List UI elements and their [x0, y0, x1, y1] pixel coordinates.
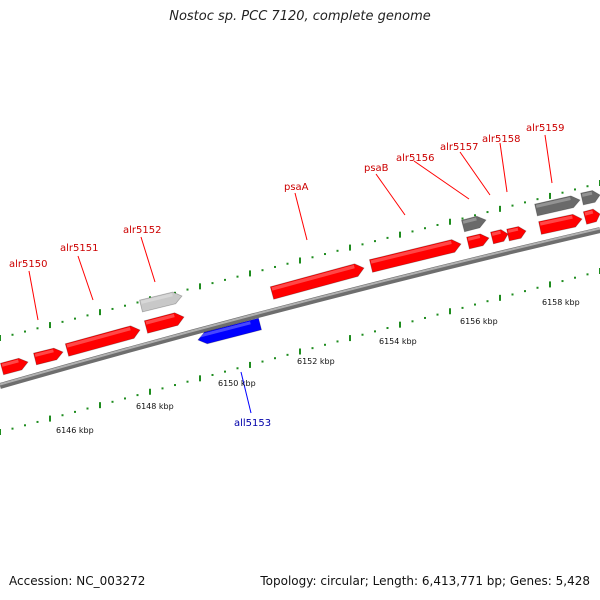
gene-alr5151-shine: [34, 349, 54, 357]
leader-line: [294, 192, 308, 241]
gene-alr5152b: [143, 312, 185, 334]
gene-alr5152-shine: [66, 327, 131, 348]
gene-alr5152b-shine: [145, 313, 175, 325]
leader-line: [499, 142, 508, 193]
feature-gray-dark-1: [460, 215, 487, 233]
gene-alr5157-body: [490, 229, 509, 245]
gene-psaA-body: [269, 263, 365, 300]
label-leader-lines: [28, 134, 553, 414]
gene-psaB: [368, 239, 462, 273]
gene-psaA: [269, 263, 365, 300]
feature-gray-dark-3: [580, 190, 600, 206]
genome-stats-text: Topology: circular; Length: 6,413,771 bp…: [260, 574, 590, 588]
feature-gray-dark-3-body: [580, 190, 600, 206]
scale-label: 6150 kbp: [218, 379, 256, 388]
genome-backbone: [0, 227, 600, 389]
gene-label: alr5150: [9, 259, 47, 270]
feature-gray-light-body: [139, 291, 183, 313]
scale-label: 6148 kbp: [136, 402, 174, 411]
gene-label: psaB: [364, 163, 389, 174]
gene-features: [0, 190, 600, 376]
gene-psaB-body: [368, 239, 462, 273]
scale-labels: 6146 kbp 6148 kbp 6150 kbp 6152 kbp 6154 kbp…: [56, 298, 580, 435]
gene-edge: [582, 208, 600, 225]
leader-line: [544, 134, 553, 184]
feature-gray-light: [139, 291, 183, 313]
gene-label: alr5159: [526, 123, 564, 134]
gene-label: alr5156: [396, 153, 434, 164]
feature-gray-dark-2: [534, 195, 581, 217]
gene-alr5156-shine: [467, 235, 481, 241]
gene-alr5152: [64, 325, 141, 357]
gene-alr5150-shine: [1, 359, 19, 367]
leader-line: [413, 160, 470, 200]
gene-alr5156: [466, 233, 490, 250]
gene-label: psaA: [284, 182, 309, 193]
scale-label: 6156 kbp: [460, 317, 498, 326]
scale-label: 6158 kbp: [542, 298, 580, 307]
gene-alr5158-body: [506, 226, 527, 242]
gene-label: alr5157: [440, 142, 478, 153]
leader-line: [459, 151, 491, 196]
backbone-outer: [0, 227, 600, 389]
gene-alr5152b-body: [143, 312, 185, 334]
gene-edge-shine: [584, 210, 594, 216]
gene-all5153-body: [197, 317, 262, 345]
gene-alr5157-shine: [491, 230, 501, 236]
gene-alr5158: [506, 226, 527, 242]
map-title: Nostoc sp. PCC 7120, complete genome: [169, 9, 431, 24]
gene-alr5157: [490, 229, 509, 245]
gene-alr5152-body: [64, 325, 141, 357]
leader-line: [77, 255, 94, 301]
gene-all5153-shine: [197, 321, 251, 338]
leader-line: [140, 236, 156, 283]
gene-alr5151-body: [33, 347, 64, 366]
gene-label: alr5158: [482, 134, 520, 145]
gene-label: alr5151: [60, 243, 98, 254]
feature-gray-dark-1-body: [460, 215, 487, 233]
gene-labels: alr5150 alr5151 alr5152 psaA psaB alr5156 alr5…: [9, 123, 564, 429]
feature-gray-dark-2-body: [534, 195, 581, 217]
accession-text: Accession: NC_003272: [9, 574, 146, 588]
gene-edge-body: [582, 208, 600, 225]
leader-line: [240, 371, 252, 414]
gene-alr5159: [538, 213, 583, 235]
gene-psaB-shine: [370, 240, 452, 264]
backbone-highlight: [0, 227, 600, 386]
gene-alr5158-shine: [507, 227, 519, 233]
gene-alr5150: [0, 357, 29, 376]
gene-all5153: [197, 317, 262, 345]
feature-gray-dark-1-shine: [462, 217, 477, 224]
feature-gray-dark-3-shine: [581, 191, 593, 197]
gene-psaA-shine: [271, 265, 355, 291]
leader-line: [375, 173, 406, 216]
gene-alr5159-shine: [539, 215, 573, 226]
gene-alr5151: [33, 347, 64, 366]
gene-alr5156-body: [466, 233, 490, 250]
feature-gray-dark-2-shine: [535, 197, 571, 208]
gene-alr5159-body: [538, 213, 583, 235]
leader-line: [28, 270, 39, 321]
gene-label: all5153: [234, 418, 271, 429]
scale-label: 6152 kbp: [297, 357, 335, 366]
scale-label: 6154 kbp: [379, 337, 417, 346]
gene-alr5150-body: [0, 357, 29, 376]
tick-marks: [0, 180, 600, 435]
feature-gray-light-shine: [140, 293, 173, 304]
gene-label: alr5152: [123, 225, 161, 236]
scale-label: 6146 kbp: [56, 426, 94, 435]
